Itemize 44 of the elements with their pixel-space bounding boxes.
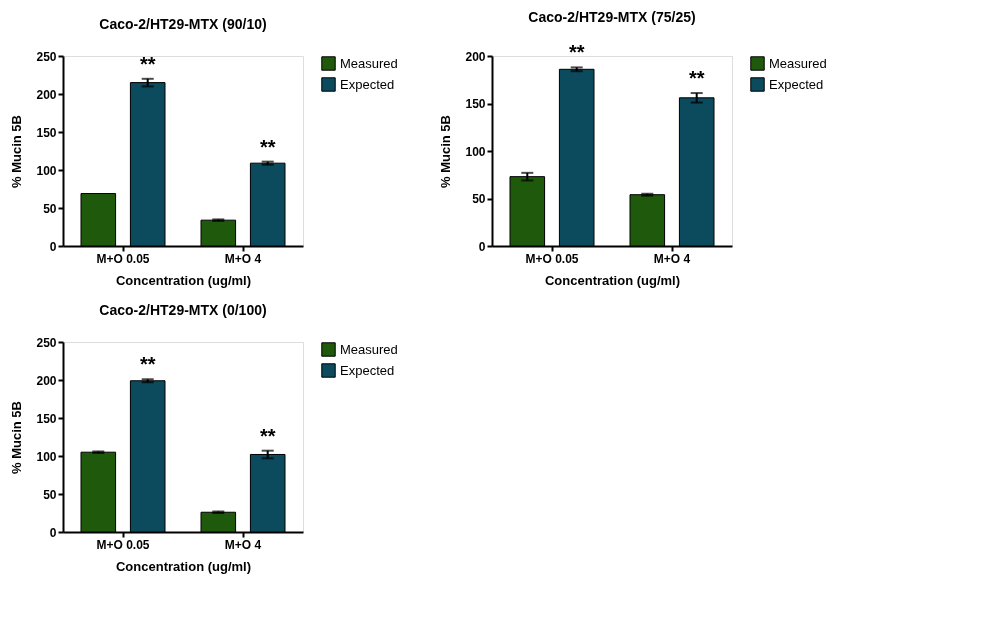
y-tick-label: 150: [465, 97, 486, 111]
chart-title: Caco-2/HT29-MTX (90/10): [99, 16, 267, 32]
x-axis-title: Concentration (ug/ml): [544, 272, 681, 288]
annotation: **: [139, 353, 156, 376]
y-tick-label: 200: [36, 373, 57, 388]
y-tick-label: 0: [478, 239, 486, 254]
legend-label: Measured: [340, 55, 398, 71]
x-tick-label: M+O 4: [224, 537, 262, 552]
annotation: **: [139, 52, 156, 75]
annotation: **: [688, 67, 705, 90]
y-axis-title: % Mucin 5B: [438, 115, 454, 188]
y-tick-label: 0: [49, 239, 57, 254]
y-tick-label: 100: [36, 163, 57, 178]
y-tick-label: 100: [36, 449, 57, 464]
x-axis-title: Concentration (ug/ml): [115, 558, 252, 574]
y-tick-label: 50: [43, 201, 57, 216]
y-axis-title: % Mucin 5B: [9, 401, 25, 474]
x-axis-title: Concentration (ug/ml): [115, 272, 252, 288]
y-axis-title: % Mucin 5B: [9, 115, 25, 188]
y-tick-label: 200: [465, 49, 486, 64]
y-tick-label: 150: [36, 125, 57, 140]
legend-label: Expected: [340, 76, 395, 92]
legend-label: Expected: [769, 76, 824, 92]
y-tick-label: 50: [472, 192, 486, 206]
chart-title: Caco-2/HT29-MTX (0/100): [99, 302, 267, 318]
annotation: **: [568, 41, 585, 64]
x-tick-label: M+O 0.05: [525, 251, 579, 266]
y-tick-label: 200: [36, 87, 57, 102]
y-tick-label: 150: [36, 411, 57, 426]
legend-label: Measured: [340, 341, 398, 357]
y-tick-label: 100: [465, 144, 486, 159]
legend-label: Expected: [340, 362, 395, 378]
y-tick-label: 50: [43, 487, 57, 502]
x-tick-label: M+O 0.05: [96, 537, 150, 552]
y-tick-label: 250: [36, 49, 57, 64]
y-tick-label: 250: [36, 335, 57, 350]
x-tick-label: M+O 4: [224, 251, 262, 266]
x-tick-label: M+O 4: [653, 251, 691, 266]
annotation: **: [259, 424, 276, 447]
chart-title: Caco-2/HT29-MTX (75/25): [528, 9, 696, 26]
legend-label: Measured: [769, 55, 827, 71]
y-tick-label: 0: [49, 525, 57, 540]
x-tick-label: M+O 0.05: [96, 251, 150, 266]
annotation: **: [259, 135, 276, 158]
